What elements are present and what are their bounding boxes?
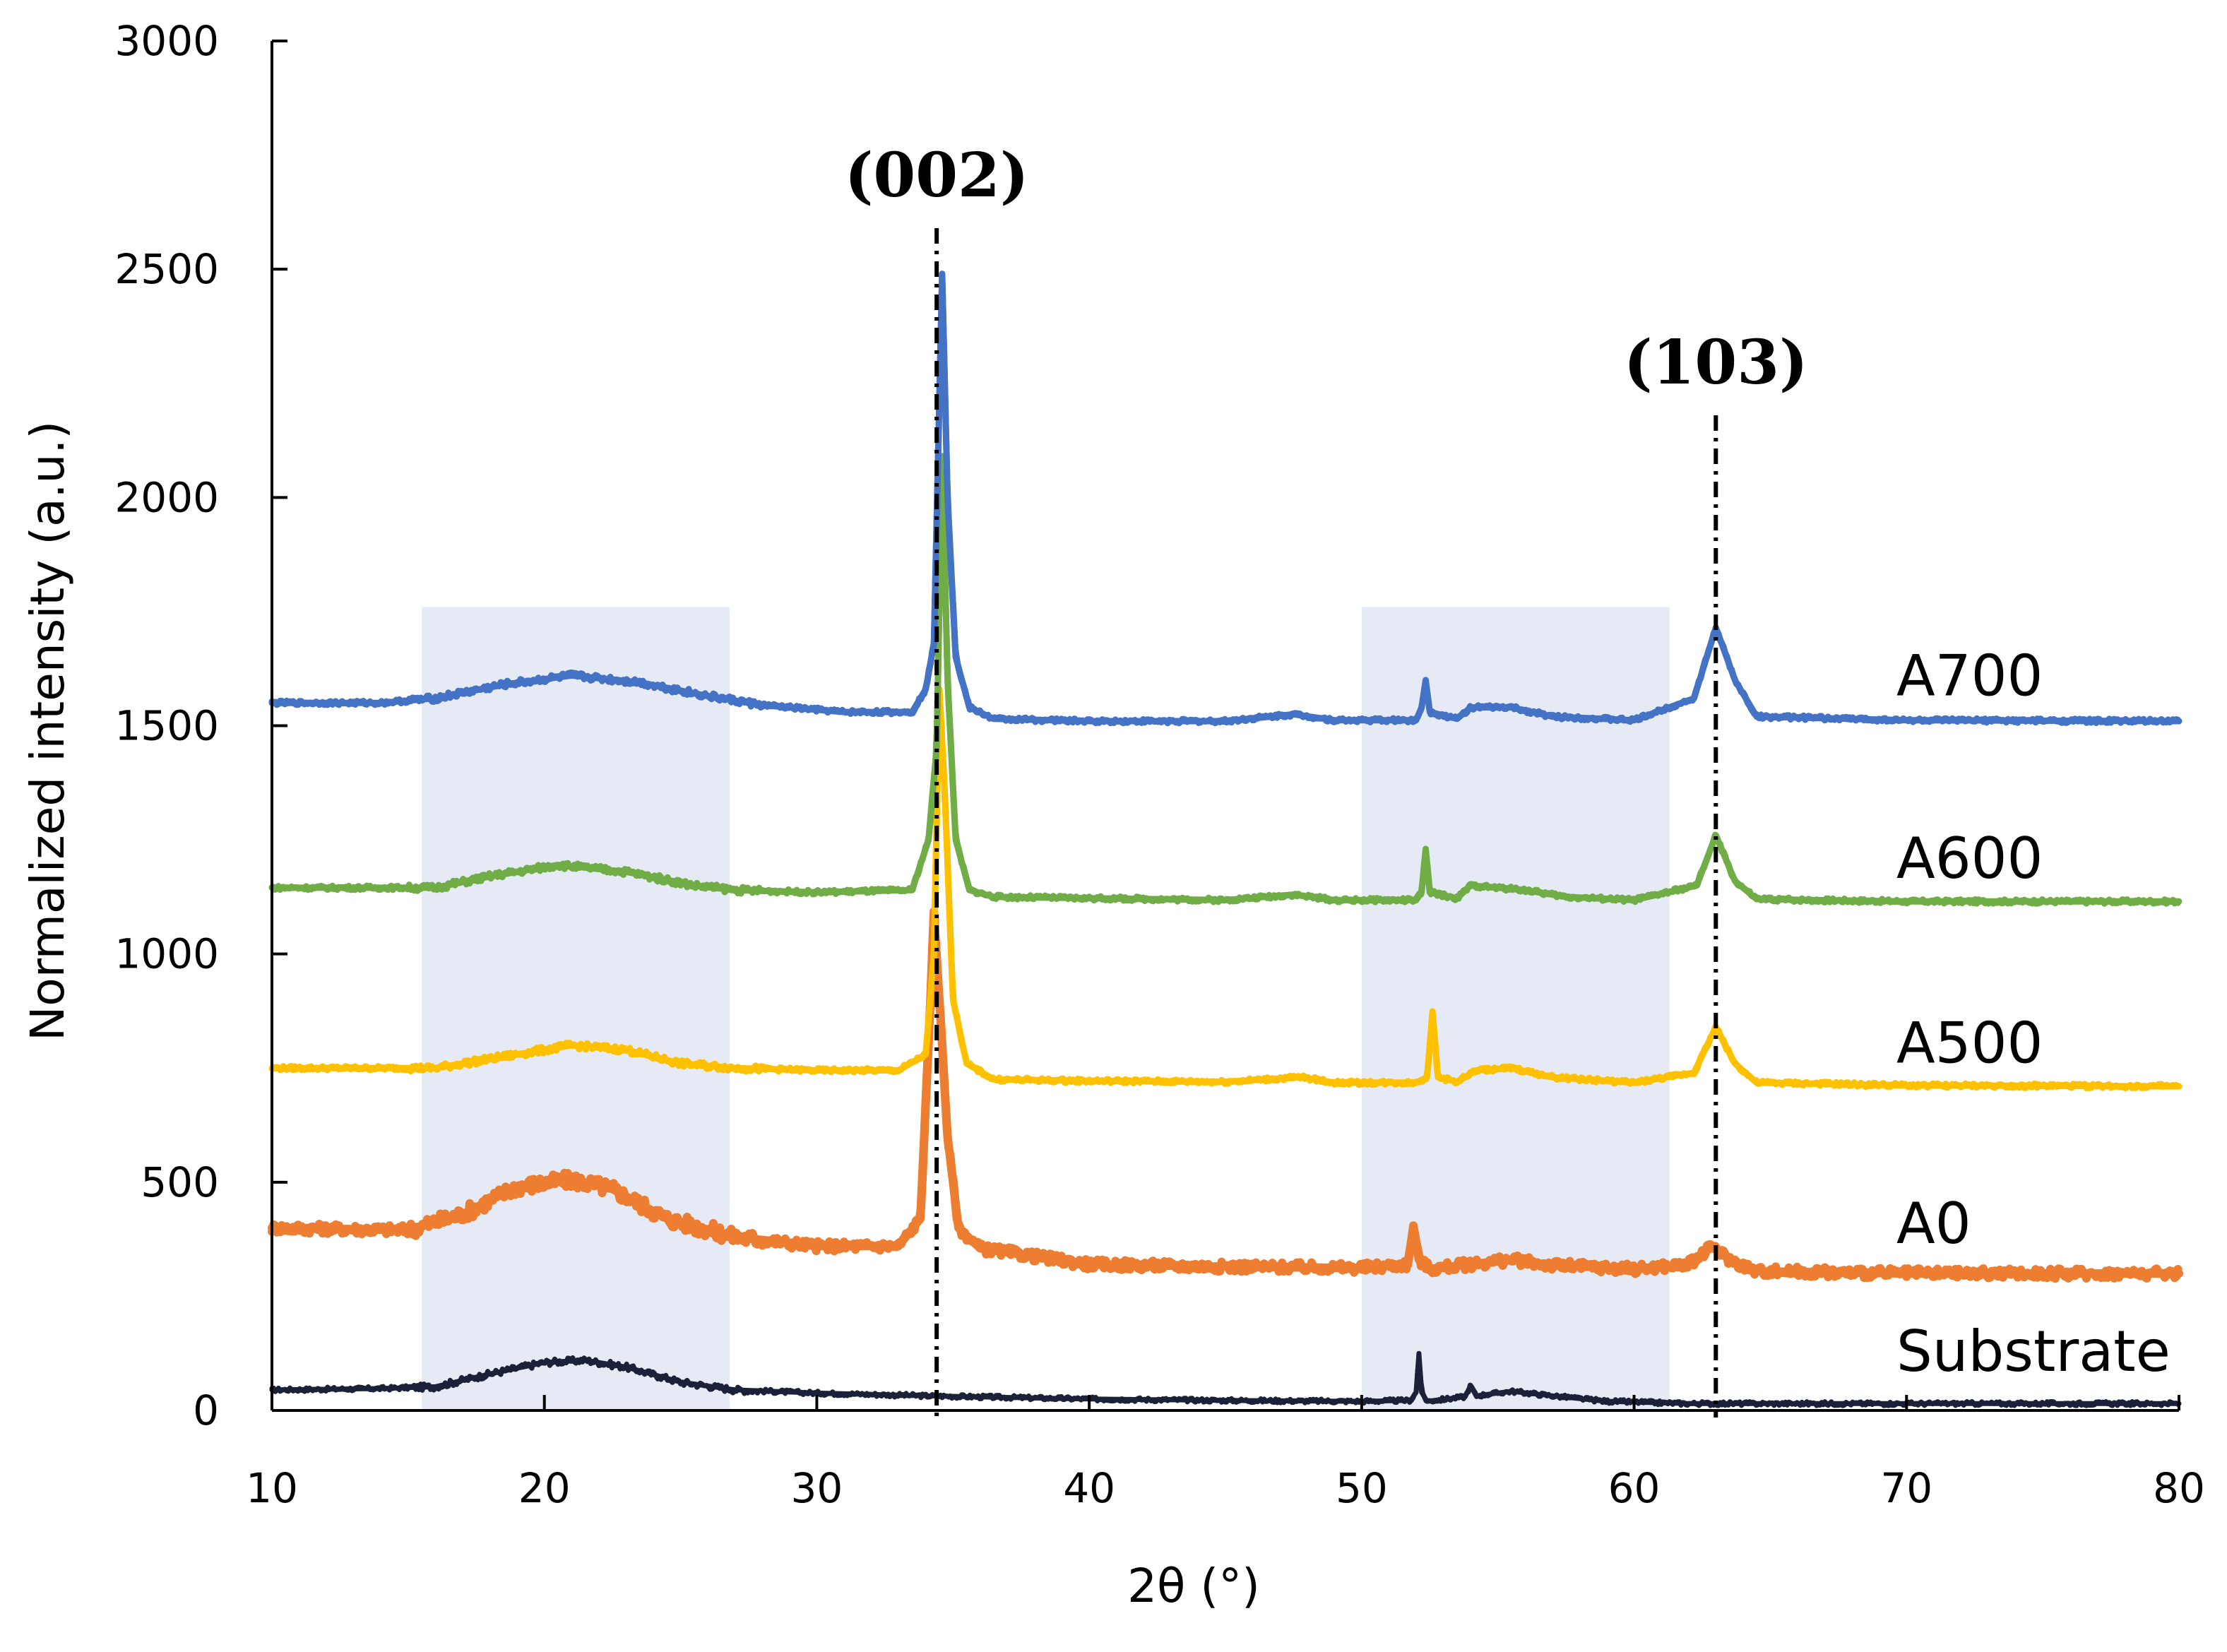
x-tick-label: 80 — [2153, 1464, 2205, 1512]
y-tick-label: 3000 — [114, 17, 219, 65]
y-axis-title: Normalized intensity (a.u.) — [20, 421, 75, 1041]
x-tick-label: 60 — [1608, 1464, 1661, 1512]
series-label-a0: A0 — [1896, 1191, 1971, 1256]
series-label-substrate: Substrate — [1896, 1319, 2170, 1384]
peak-labels: (002) (103) — [845, 140, 1808, 398]
series-label-a500: A500 — [1896, 1011, 2043, 1076]
shaded-region-2 — [1361, 607, 1670, 1410]
x-ticks: 10 20 30 40 50 60 70 80 — [246, 1395, 2205, 1512]
x-axis-title: 2θ (°) — [1127, 1559, 1260, 1613]
shaded-region-1 — [422, 607, 730, 1410]
peak-label-2: (103) — [1624, 327, 1808, 398]
series-peaks-a500 — [268, 686, 2183, 1090]
shaded-regions — [422, 607, 1670, 1410]
series-peaks-a0 — [268, 908, 2183, 1278]
y-tick-label: 1000 — [114, 930, 219, 978]
y-tick-label: 500 — [141, 1158, 219, 1206]
series-label-a700: A700 — [1896, 643, 2043, 708]
series-peaks-substrate — [269, 1350, 2182, 1406]
series-lines — [268, 271, 2183, 1408]
series-labels: Substrate A0 A500 A600 A700 — [1896, 643, 2170, 1384]
x-tick-label: 70 — [1880, 1464, 1932, 1512]
series-label-a600: A600 — [1896, 826, 2043, 891]
x-tick-label: 20 — [518, 1464, 571, 1512]
x-tick-label: 50 — [1336, 1464, 1388, 1512]
y-tick-label: 0 — [193, 1386, 219, 1434]
y-tick-label: 2500 — [114, 245, 219, 293]
series-peaks-a700 — [268, 271, 2183, 725]
series-peaks-a600 — [268, 453, 2183, 905]
y-ticks: 0 500 1000 1500 2000 2500 3000 — [114, 17, 287, 1434]
y-tick-label: 1500 — [114, 702, 219, 750]
x-tick-label: 40 — [1063, 1464, 1115, 1512]
x-tick-label: 10 — [246, 1464, 298, 1512]
reference-lines — [934, 227, 1718, 1418]
x-tick-label: 30 — [791, 1464, 843, 1512]
peak-label-1: (002) — [845, 140, 1029, 211]
y-tick-label: 2000 — [114, 473, 219, 521]
